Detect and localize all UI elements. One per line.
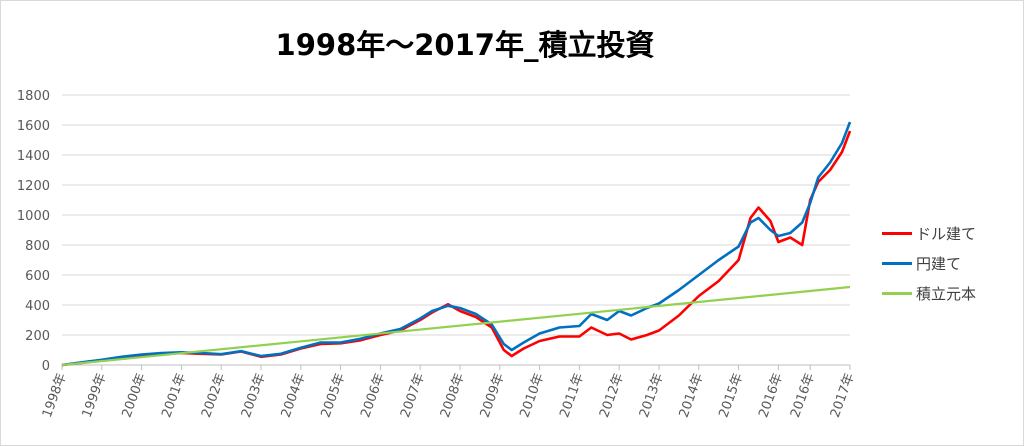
x-tick-label: 2000年: [119, 371, 149, 419]
legend-swatch-usd: [882, 231, 912, 235]
legend-label-principal: 積立元本: [916, 284, 977, 303]
chart-title: 1998年～2017年_積立投資: [275, 28, 655, 62]
legend: ドル建て 円建て 積立元本: [882, 218, 976, 308]
series-lines: [61, 121, 852, 367]
legend-item-principal: 積立元本: [882, 278, 976, 308]
y-tick-label: 1200: [17, 179, 50, 194]
y-tick-label: 800: [25, 239, 50, 254]
y-tick-label: 0: [42, 359, 50, 374]
x-tick-label: 2011年: [557, 371, 587, 419]
x-tick-label: 2002年: [199, 371, 229, 419]
x-tick-label: 2008年: [438, 371, 468, 419]
legend-swatch-principal: [882, 291, 912, 295]
x-tick-label: 2007年: [398, 371, 428, 419]
x-axis-ticks: 1998年 1999年 2000年 2001年 2002年 2003年 2004年 2005年…: [40, 365, 858, 420]
x-tick-label: 1998年: [40, 371, 70, 419]
x-tick-label: 2015年: [716, 371, 746, 419]
x-tick-label: 2001年: [159, 371, 189, 419]
x-tick-label: 2013年: [637, 371, 667, 419]
x-tick-label: 2016年: [756, 371, 786, 419]
y-axis-ticks: 0 200 400 600 800 1000 1200 1400 1600 1800: [17, 89, 50, 374]
y-tick-label: 400: [25, 299, 50, 314]
y-tick-label: 1400: [17, 149, 50, 164]
x-tick-label: 2017年: [828, 371, 858, 419]
y-tick-label: 200: [25, 329, 50, 344]
x-tick-label: 2009年: [478, 371, 508, 419]
gridlines: [62, 94, 850, 366]
legend-swatch-jpy: [882, 261, 912, 265]
x-tick-label: 2016年: [788, 371, 818, 419]
y-tick-label: 1600: [17, 119, 50, 134]
series-line-principal: [61, 285, 851, 367]
series-line-usd: [61, 130, 852, 367]
x-tick-label: 2010年: [517, 371, 547, 419]
x-tick-label: 2005年: [318, 371, 348, 419]
x-tick-label: 2004年: [279, 371, 309, 419]
legend-item-jpy: 円建て: [882, 248, 976, 278]
legend-label-usd: ドル建て: [916, 224, 977, 243]
x-tick-label: 1999年: [80, 371, 110, 419]
series-line-jpy: [61, 121, 852, 367]
x-tick-label: 2003年: [239, 371, 269, 419]
y-tick-label: 1000: [17, 209, 50, 224]
legend-label-jpy: 円建て: [916, 254, 962, 273]
y-tick-label: 1800: [17, 89, 50, 104]
y-tick-label: 600: [25, 269, 50, 284]
x-tick-label: 2014年: [677, 371, 707, 419]
x-tick-label: 2012年: [597, 371, 627, 419]
legend-item-usd: ドル建て: [882, 218, 976, 248]
x-tick-label: 2006年: [358, 371, 388, 419]
